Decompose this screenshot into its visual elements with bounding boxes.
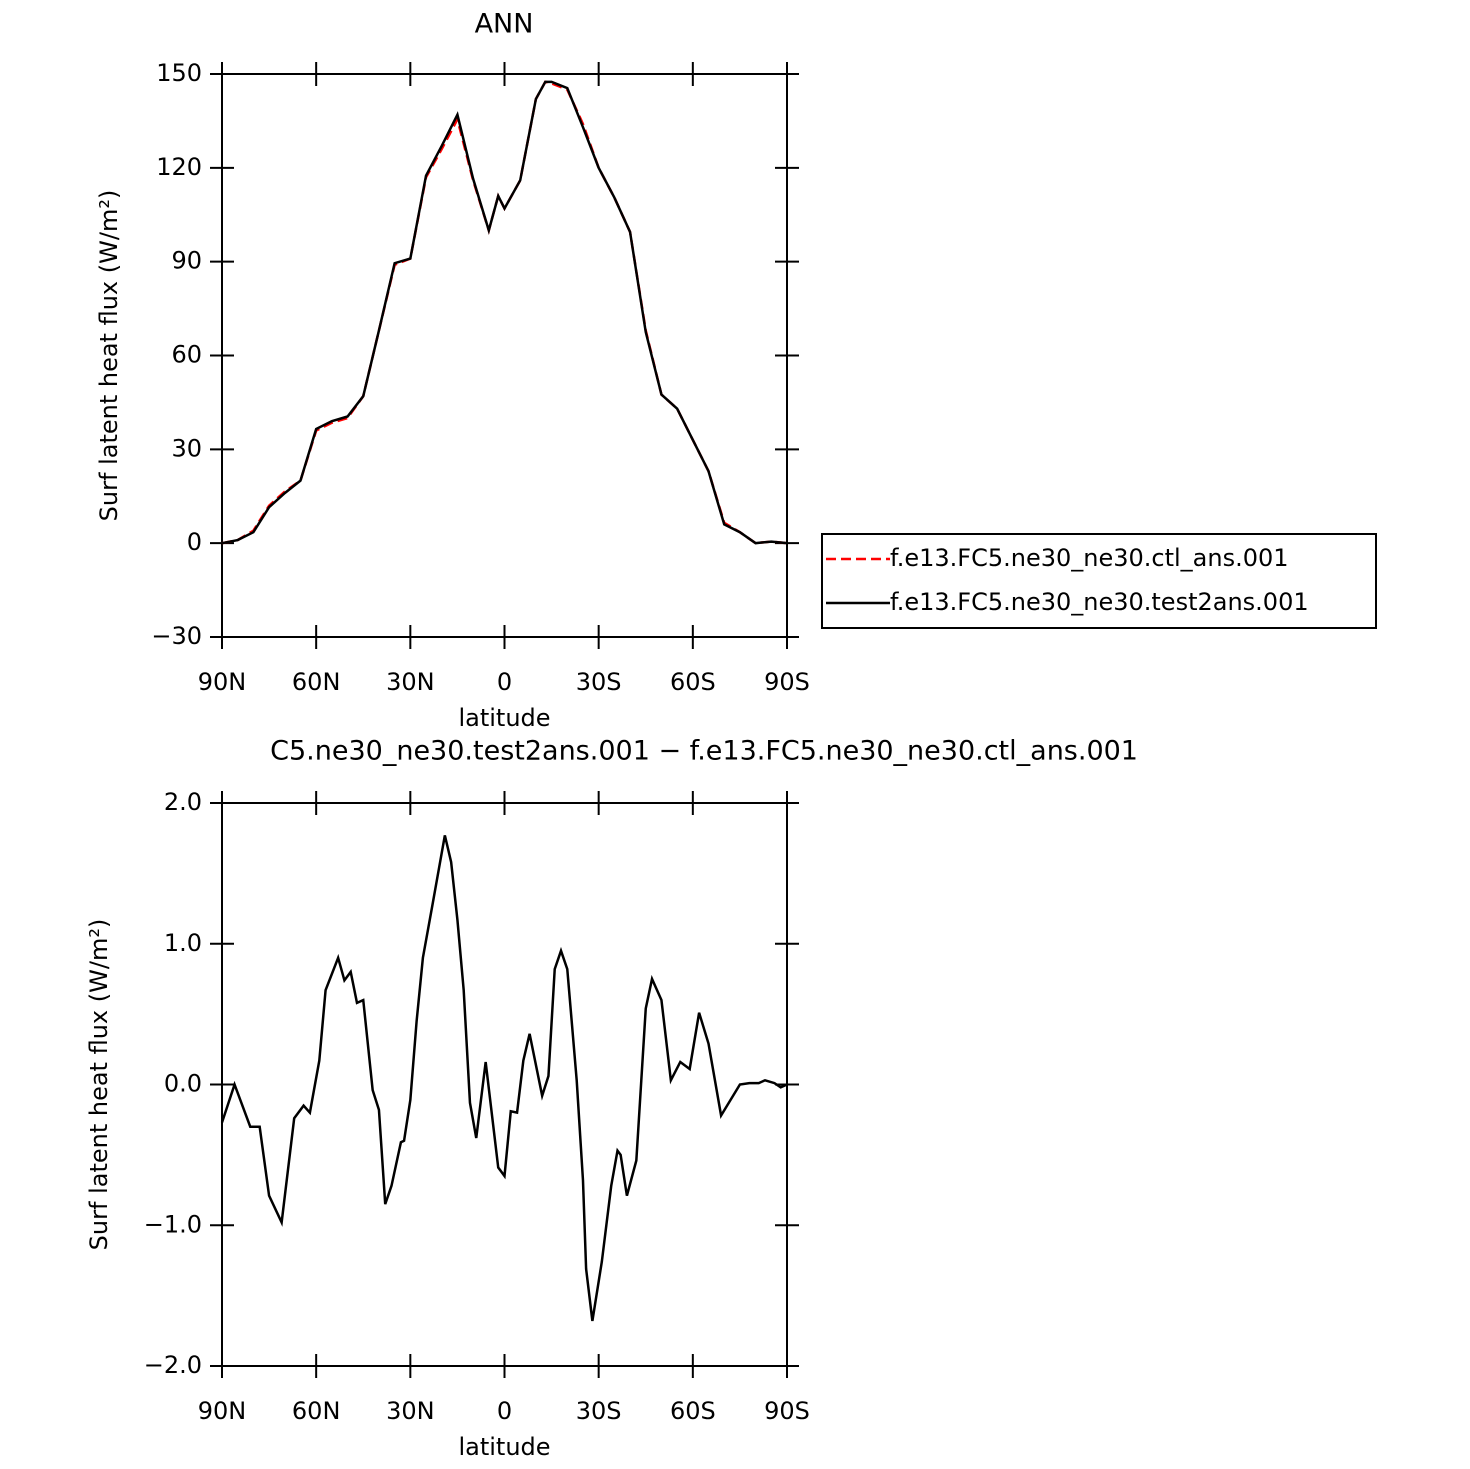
y-tick-label: 120: [156, 153, 202, 181]
plot-frame: [221, 73, 788, 638]
x-tick-label: 90S: [764, 668, 810, 696]
x-tick-label: 90S: [764, 1397, 810, 1425]
legend-box: [821, 533, 1377, 629]
y-tick-label: 150: [156, 59, 202, 87]
chart-title: ANN: [475, 9, 534, 40]
chart-title: C5.ne30_ne30.test2ans.001 − f.e13.FC5.ne…: [270, 736, 1138, 767]
x-tick-label: 0: [497, 1397, 512, 1425]
y-tick-label: 60: [171, 341, 202, 369]
x-tick-label: 60N: [292, 668, 341, 696]
plot-frame: [221, 802, 788, 1367]
x-tick-label: 60N: [292, 1397, 341, 1425]
y-tick-label: 2.0: [164, 788, 202, 816]
legend-label: f.e13.FC5.ne30_ne30.ctl_ans.001: [890, 544, 1289, 572]
y-tick-label: 30: [171, 434, 202, 462]
x-tick-label: 30N: [386, 668, 435, 696]
x-tick-label: 30S: [576, 668, 622, 696]
x-tick-label: 30S: [576, 1397, 622, 1425]
legend: f.e13.FC5.ne30_ne30.ctl_ans.001 f.e13.FC5…: [821, 533, 1377, 629]
legend-label: f.e13.FC5.ne30_ne30.test2ans.001: [890, 588, 1309, 616]
y-tick-label: 1.0: [164, 929, 202, 957]
data-line: [221, 80, 788, 545]
x-axis-label: latitude: [458, 704, 550, 732]
y-axis-label: Surf latent heat flux (W/m²): [85, 919, 113, 1251]
data-line: [220, 835, 788, 1322]
y-tick-label: −1.0: [144, 1210, 202, 1238]
x-tick-label: 0: [497, 668, 512, 696]
x-axis-label: latitude: [458, 1433, 550, 1461]
x-tick-label: 30N: [386, 1397, 435, 1425]
x-tick-label: 60S: [670, 1397, 716, 1425]
x-tick-label: 90N: [198, 668, 247, 696]
y-tick-label: 0.0: [164, 1070, 202, 1098]
y-tick-label: 90: [171, 247, 202, 275]
x-tick-label: 90N: [198, 1397, 247, 1425]
y-tick-label: −30: [151, 622, 202, 650]
y-tick-label: −2.0: [144, 1351, 202, 1379]
y-tick-label: 0: [187, 528, 202, 556]
x-tick-label: 60S: [670, 668, 716, 696]
data-line: [221, 80, 788, 545]
y-axis-label: Surf latent heat flux (W/m²): [95, 190, 123, 522]
